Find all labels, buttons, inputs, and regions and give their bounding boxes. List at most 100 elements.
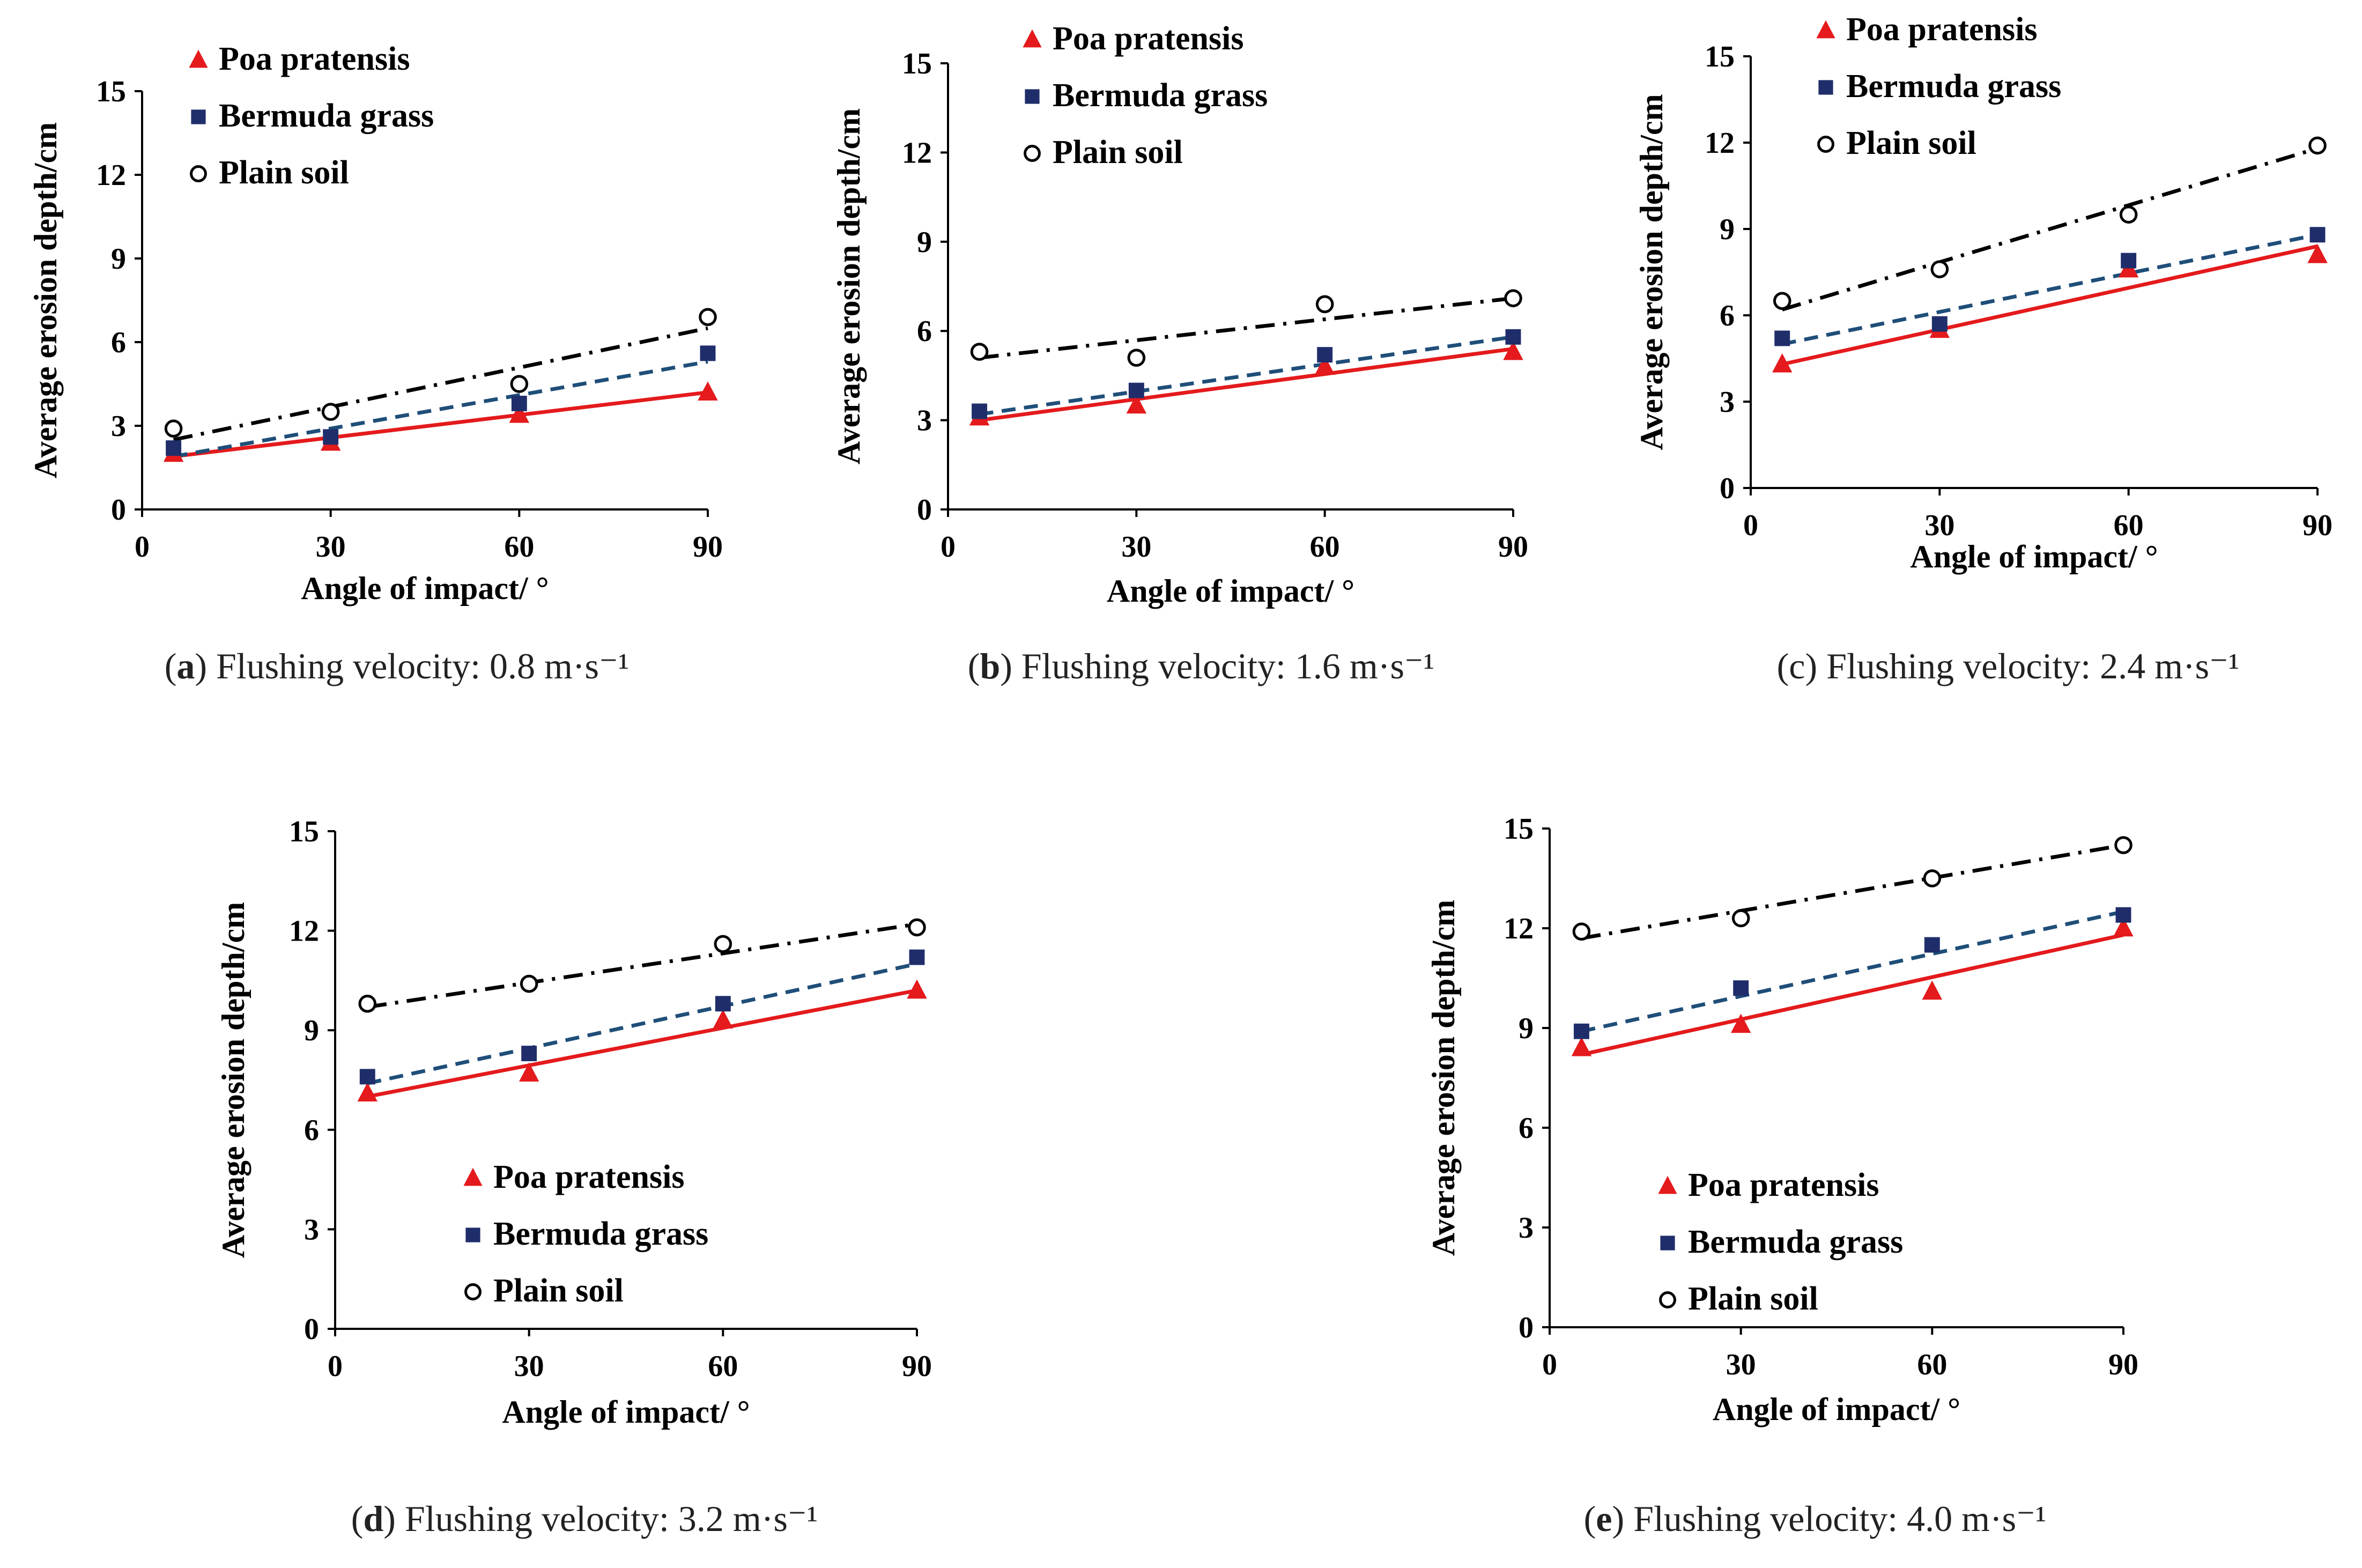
y-tick-label: 9	[917, 226, 932, 259]
legend-marker	[463, 1167, 483, 1186]
point-plain-soil	[714, 935, 732, 953]
legend-label: Poa pratensis	[1846, 11, 2038, 48]
x-axis-label: Angle of impact/ °	[502, 1394, 750, 1430]
legend-label: Poa pratensis	[1053, 20, 1244, 57]
point-bermuda-grass	[2309, 227, 2326, 243]
point-bermuda-grass	[2121, 253, 2137, 269]
point-poa-pratensis	[1730, 1014, 1751, 1033]
point-plain-soil	[1127, 349, 1146, 367]
legend-marker	[1024, 145, 1041, 162]
trendline-bermuda-grass	[367, 962, 917, 1085]
legend: Poa pratensis Bermuda grass Plain soil	[1023, 20, 1268, 171]
y-tick-label: 3	[111, 410, 126, 443]
point-plain-soil	[358, 994, 377, 1013]
x-axis-label: Angle of impact/ °	[1713, 1392, 1960, 1427]
point-poa-pratensis	[1314, 356, 1335, 375]
legend-marker	[1658, 1175, 1677, 1194]
y-tick-label: 9	[111, 242, 126, 276]
point-bermuda-grass	[323, 429, 339, 445]
point-bermuda-grass	[1573, 1023, 1589, 1039]
y-tick-label: 12	[289, 915, 319, 948]
point-poa-pratensis	[1571, 1037, 1592, 1056]
legend-marker	[189, 49, 208, 68]
legend-marker	[464, 1283, 482, 1300]
y-tick-label: 0	[917, 493, 932, 527]
point-bermuda-grass	[1931, 316, 1948, 332]
point-bermuda-grass	[972, 403, 988, 419]
chart-c: 0 3 6 9 12 15 0 30 60 90 Angle of impact/ ° Average…	[1634, 11, 2333, 686]
x-tick-label: 90	[693, 530, 723, 564]
legend-label: Bermuda grass	[1688, 1224, 1903, 1260]
x-tick-label: 90	[1498, 530, 1528, 564]
point-bermuda-grass	[166, 440, 182, 456]
point-bermuda-grass	[1733, 980, 1749, 996]
point-bermuda-grass	[700, 345, 716, 361]
y-tick-label: 15	[902, 47, 932, 80]
point-plain-soil	[699, 308, 717, 326]
x-tick-label: 0	[328, 1350, 343, 1383]
legend-label: Bermuda grass	[1846, 68, 2061, 105]
x-tick-label: 0	[941, 530, 956, 564]
legend-label: Plain soil	[219, 154, 349, 191]
chart-d: 0 3 6 9 12 15 0 30 60 90 Angle of impact/ ° Average…	[216, 815, 932, 1539]
x-tick-label: 30	[514, 1350, 544, 1383]
y-tick-label: 3	[304, 1213, 319, 1246]
x-axis-label: Angle of impact/ °	[1107, 573, 1354, 609]
x-tick-label: 90	[2302, 509, 2333, 542]
y-tick-label: 6	[917, 315, 932, 348]
legend-label: Plain soil	[493, 1273, 624, 1309]
point-bermuda-grass	[1774, 330, 1790, 346]
legend-label: Bermuda grass	[493, 1216, 708, 1252]
x-tick-label: 0	[1743, 509, 1758, 542]
point-poa-pratensis	[519, 1062, 539, 1082]
x-tick-label: 90	[2108, 1348, 2138, 1381]
trendline-bermuda-grass	[1581, 909, 2124, 1033]
legend-label: Plain soil	[1846, 125, 1976, 161]
trendline-poa-pratensis	[173, 390, 708, 458]
legend-label: Plain soil	[1688, 1281, 1818, 1317]
point-plain-soil	[1315, 295, 1334, 314]
legend-marker	[1023, 29, 1042, 48]
x-tick-label: 0	[1542, 1348, 1557, 1381]
trendline-bermuda-grass	[1782, 233, 2318, 346]
point-bermuda-grass	[715, 996, 731, 1012]
y-axis-label: Average erosion depth/cm	[831, 108, 867, 464]
x-tick-label: 90	[902, 1350, 932, 1383]
point-poa-pratensis	[907, 979, 927, 999]
legend-label: Poa pratensis	[219, 41, 410, 77]
y-tick-label: 15	[289, 815, 319, 848]
point-plain-soil	[321, 403, 340, 421]
legend-label: Plain soil	[1053, 134, 1183, 171]
legend-label: Poa pratensis	[493, 1159, 685, 1195]
point-bermuda-grass	[359, 1069, 375, 1085]
trendline-plain-soil	[1781, 146, 2319, 312]
trendline-plain-soil	[367, 922, 917, 1009]
legend: Poa pratensis Bermuda grass Plain soil	[463, 1159, 708, 1309]
legend-marker	[1025, 89, 1040, 104]
point-plain-soil	[1923, 869, 1942, 887]
y-tick-label: 12	[1705, 127, 1735, 160]
legend-marker	[1816, 20, 1835, 39]
point-poa-pratensis	[713, 1009, 734, 1029]
point-poa-pratensis	[698, 381, 718, 401]
point-poa-pratensis	[509, 403, 530, 423]
point-poa-pratensis	[1503, 341, 1523, 360]
legend: Poa pratensis Bermuda grass Plain soil	[1816, 11, 2061, 161]
legend-marker	[465, 1227, 480, 1242]
chart-e: 0 3 6 9 12 15 0 30 60 90 Angle of impact/ ° Average…	[1426, 812, 2138, 1539]
y-tick-label: 9	[1519, 1012, 1534, 1045]
point-bermuda-grass	[511, 395, 527, 411]
point-plain-soil	[1731, 909, 1750, 928]
x-tick-label: 0	[135, 530, 150, 564]
point-plain-soil	[510, 375, 529, 393]
x-tick-label: 60	[2114, 509, 2144, 542]
x-axis-label: Angle of impact/ °	[301, 571, 549, 606]
y-tick-label: 3	[1720, 386, 1735, 419]
chart-a: 0 3 6 9 12 15 0 30 60 90 Angle of impact/ ° Average…	[28, 41, 723, 686]
legend-marker	[1659, 1291, 1676, 1308]
y-tick-label: 15	[96, 75, 126, 108]
point-bermuda-grass	[1128, 382, 1144, 398]
y-tick-label: 6	[111, 326, 126, 359]
x-tick-label: 30	[1726, 1348, 1756, 1381]
point-poa-pratensis	[2113, 917, 2134, 937]
